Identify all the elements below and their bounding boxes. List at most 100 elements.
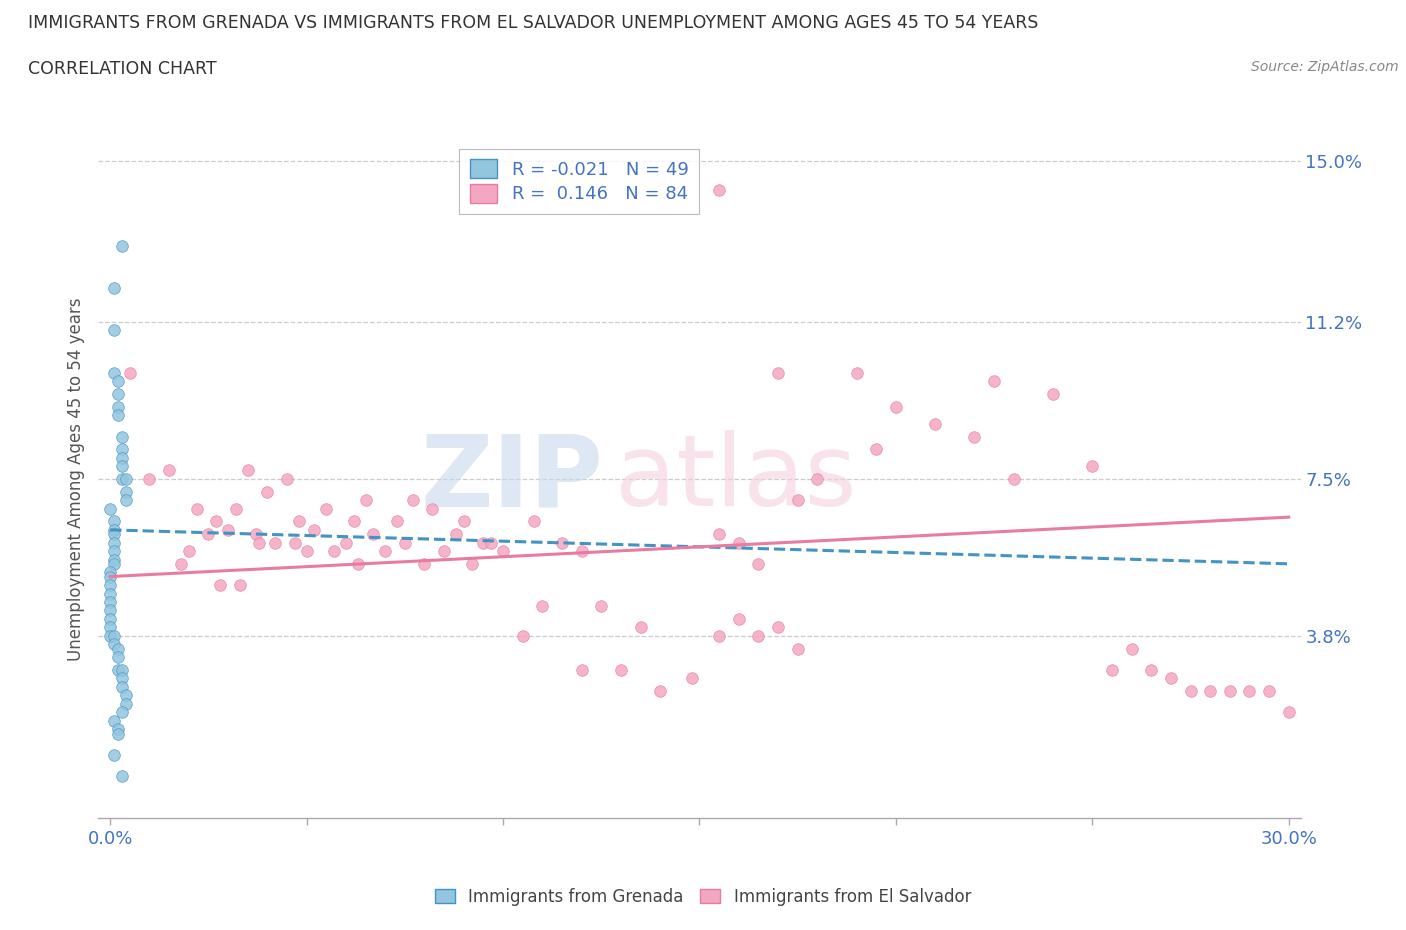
Point: [209, 578, 232, 592]
Point: [295, 544, 318, 559]
Point: [512, 629, 534, 644]
Point: [422, 501, 444, 516]
Point: [217, 523, 239, 538]
Point: [111, 458, 134, 473]
Point: [103, 556, 125, 571]
Point: [402, 493, 425, 508]
Point: [523, 514, 546, 529]
Point: [747, 556, 769, 571]
Point: [225, 501, 247, 516]
Point: [551, 535, 574, 550]
Point: [276, 472, 298, 486]
Point: [963, 429, 986, 444]
Point: [343, 514, 366, 529]
Point: [107, 662, 129, 677]
Point: [103, 323, 125, 338]
Point: [786, 493, 808, 508]
Point: [1042, 387, 1064, 402]
Point: [98, 612, 121, 627]
Point: [727, 612, 749, 627]
Point: [205, 514, 228, 529]
Point: [983, 374, 1005, 389]
Point: [98, 594, 121, 609]
Point: [245, 526, 267, 541]
Point: [264, 535, 287, 550]
Point: [103, 281, 125, 296]
Y-axis label: Unemployment Among Ages 45 to 54 years: Unemployment Among Ages 45 to 54 years: [66, 298, 84, 660]
Text: Source: ZipAtlas.com: Source: ZipAtlas.com: [1251, 60, 1399, 74]
Point: [197, 526, 219, 541]
Legend: Immigrants from Grenada, Immigrants from El Salvador: Immigrants from Grenada, Immigrants from…: [429, 881, 977, 912]
Point: [453, 514, 475, 529]
Point: [335, 535, 357, 550]
Point: [103, 365, 125, 380]
Point: [1160, 671, 1182, 685]
Text: ZIP: ZIP: [420, 431, 603, 527]
Point: [287, 514, 309, 529]
Point: [111, 442, 134, 457]
Point: [98, 586, 121, 601]
Point: [284, 535, 307, 550]
Point: [103, 629, 125, 644]
Point: [472, 535, 495, 550]
Point: [354, 493, 377, 508]
Point: [111, 662, 134, 677]
Point: [315, 501, 337, 516]
Point: [747, 629, 769, 644]
Point: [610, 662, 633, 677]
Point: [103, 552, 125, 567]
Point: [924, 417, 946, 432]
Point: [98, 629, 121, 644]
Point: [681, 671, 703, 685]
Point: [786, 642, 808, 657]
Point: [766, 620, 789, 635]
Point: [591, 599, 613, 614]
Point: [107, 399, 129, 414]
Legend: R = -0.021   N = 49, R =  0.146   N = 84: R = -0.021 N = 49, R = 0.146 N = 84: [460, 149, 699, 214]
Point: [1239, 684, 1261, 698]
Point: [103, 748, 125, 763]
Point: [766, 365, 789, 380]
Point: [103, 637, 125, 652]
Point: [103, 713, 125, 728]
Point: [707, 526, 730, 541]
Point: [98, 501, 121, 516]
Point: [98, 569, 121, 584]
Point: [111, 768, 134, 783]
Point: [460, 556, 482, 571]
Point: [1081, 458, 1104, 473]
Point: [492, 544, 515, 559]
Point: [98, 603, 121, 618]
Point: [1180, 684, 1202, 698]
Point: [845, 365, 868, 380]
Point: [103, 535, 125, 550]
Point: [107, 374, 129, 389]
Point: [186, 501, 208, 516]
Point: [1219, 684, 1241, 698]
Point: [170, 556, 193, 571]
Point: [1278, 705, 1301, 720]
Text: IMMIGRANTS FROM GRENADA VS IMMIGRANTS FROM EL SALVADOR UNEMPLOYMENT AMONG AGES 4: IMMIGRANTS FROM GRENADA VS IMMIGRANTS FR…: [28, 14, 1039, 32]
Point: [1002, 472, 1025, 486]
Point: [138, 472, 160, 486]
Point: [385, 514, 408, 529]
Point: [571, 662, 593, 677]
Point: [727, 535, 749, 550]
Point: [118, 365, 141, 380]
Point: [111, 472, 134, 486]
Point: [103, 526, 125, 541]
Point: [98, 620, 121, 635]
Text: atlas: atlas: [616, 431, 858, 527]
Point: [1101, 662, 1123, 677]
Point: [111, 450, 134, 465]
Point: [1258, 684, 1281, 698]
Point: [111, 671, 134, 685]
Point: [444, 526, 467, 541]
Point: [531, 599, 554, 614]
Point: [1140, 662, 1163, 677]
Point: [346, 556, 368, 571]
Point: [115, 697, 138, 711]
Point: [107, 726, 129, 741]
Point: [363, 526, 385, 541]
Point: [98, 578, 121, 592]
